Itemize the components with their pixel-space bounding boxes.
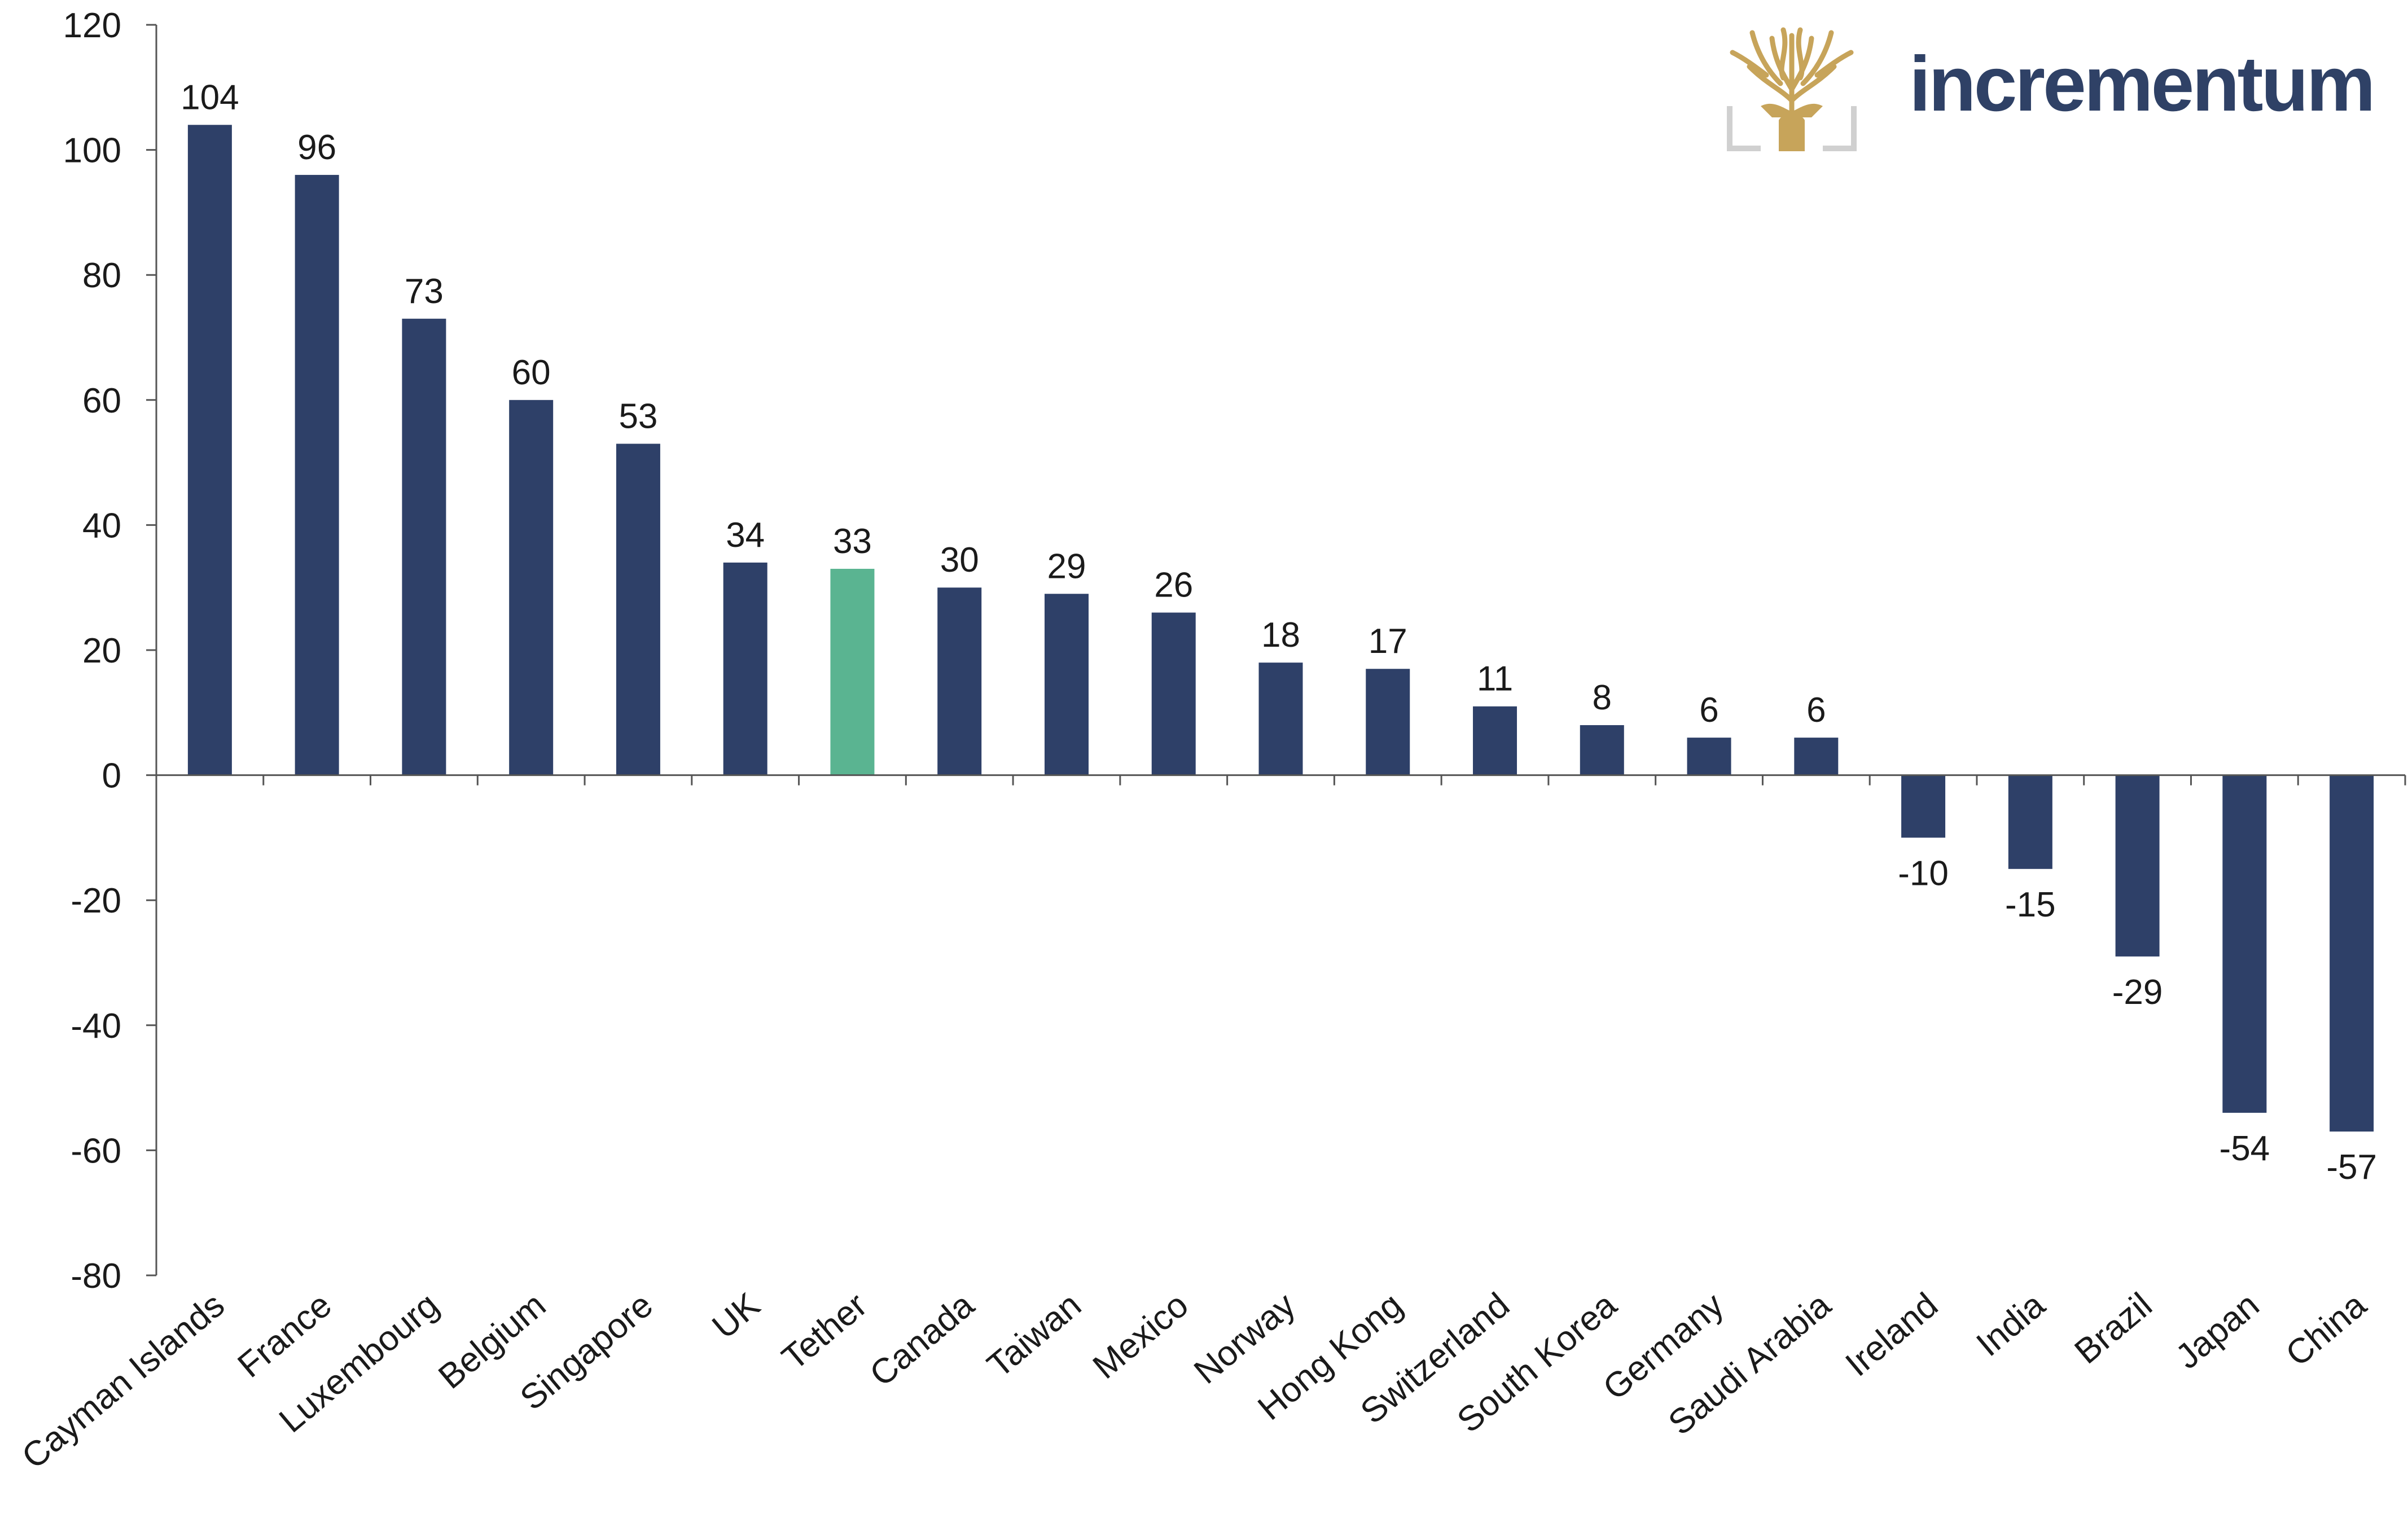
bar [1901, 775, 1946, 838]
bar [2222, 775, 2267, 1113]
y-axis: 120 100 80 60 40 20 0 -20 -40 -60 -80 [63, 6, 157, 1296]
bar [616, 444, 660, 775]
data-label: 17 [1369, 622, 1407, 661]
data-label: 26 [1154, 566, 1193, 605]
bar [295, 174, 339, 775]
data-label: 33 [833, 522, 872, 561]
x-axis: Cayman IslandsFranceLuxembourgBelgiumSin… [15, 774, 2406, 1477]
x-tick-label: Cayman Islands [15, 1286, 232, 1477]
bar [2115, 775, 2160, 957]
bar [723, 562, 767, 775]
bars: 104 96 73 60 53 34 33 30 29 26 18 17 11 8 6 6 -10 -15 -29 -… [181, 78, 2377, 1187]
y-tick-label: 20 [82, 631, 121, 670]
data-label: -57 [2326, 1148, 2377, 1187]
data-label: 34 [726, 516, 765, 555]
data-label: 60 [512, 353, 551, 392]
tree-logo-icon [1727, 27, 1857, 151]
y-tick-label: 80 [82, 256, 121, 295]
bar [2330, 775, 2374, 1132]
data-label: 8 [1593, 678, 1612, 717]
bar [937, 587, 982, 775]
bar [830, 568, 875, 775]
data-label: 73 [405, 272, 444, 311]
y-tick-label: 60 [82, 381, 121, 420]
bar [1044, 594, 1089, 775]
bar [1151, 612, 1196, 775]
y-tick-label: -20 [71, 881, 121, 920]
data-label: -10 [1898, 854, 1949, 893]
y-tick-label: -80 [71, 1257, 121, 1296]
x-tick-label: China [2279, 1286, 2374, 1374]
incrementum-logo: incrementum [1727, 21, 2381, 151]
bar [1580, 725, 1624, 775]
x-tick-label: Tether [775, 1286, 874, 1378]
y-tick-label: 100 [63, 131, 121, 170]
bar [1473, 706, 1517, 775]
x-tick-label: Ireland [1838, 1286, 1945, 1384]
data-label: -15 [2005, 885, 2056, 924]
brand-name: incrementum [1909, 41, 2376, 128]
y-tick-label: 0 [102, 757, 121, 796]
y-tick-label: 120 [63, 6, 121, 45]
data-label: 30 [940, 541, 979, 580]
data-label: 104 [181, 78, 239, 117]
bar [1687, 738, 1731, 775]
y-tick-label: -40 [71, 1007, 121, 1046]
y-tick-label: 40 [82, 506, 121, 545]
data-label: 6 [1806, 691, 1826, 730]
x-tick-label: Mexico [1086, 1286, 1196, 1387]
data-label: 18 [1261, 616, 1300, 655]
data-label: 53 [619, 397, 657, 436]
data-label: -29 [2112, 973, 2163, 1012]
data-label: 11 [1477, 660, 1513, 699]
bar [1794, 738, 1839, 775]
data-label: -54 [2220, 1129, 2270, 1168]
data-label: 29 [1047, 547, 1086, 586]
bar [187, 125, 232, 775]
bar [2008, 775, 2052, 869]
bar [1258, 663, 1303, 775]
data-label: 96 [297, 128, 336, 167]
x-tick-label: UK [705, 1286, 767, 1346]
x-tick-label: Canada [862, 1286, 981, 1394]
data-label: 6 [1699, 691, 1718, 730]
x-tick-label: Taiwan [980, 1286, 1089, 1385]
bar [402, 318, 446, 775]
x-tick-label: India [1969, 1286, 2052, 1365]
x-tick-label: Brazil [2067, 1286, 2159, 1372]
bar [509, 400, 554, 775]
bar [1366, 669, 1410, 775]
y-tick-label: -60 [71, 1131, 121, 1170]
x-tick-label: Japan [2169, 1286, 2267, 1376]
